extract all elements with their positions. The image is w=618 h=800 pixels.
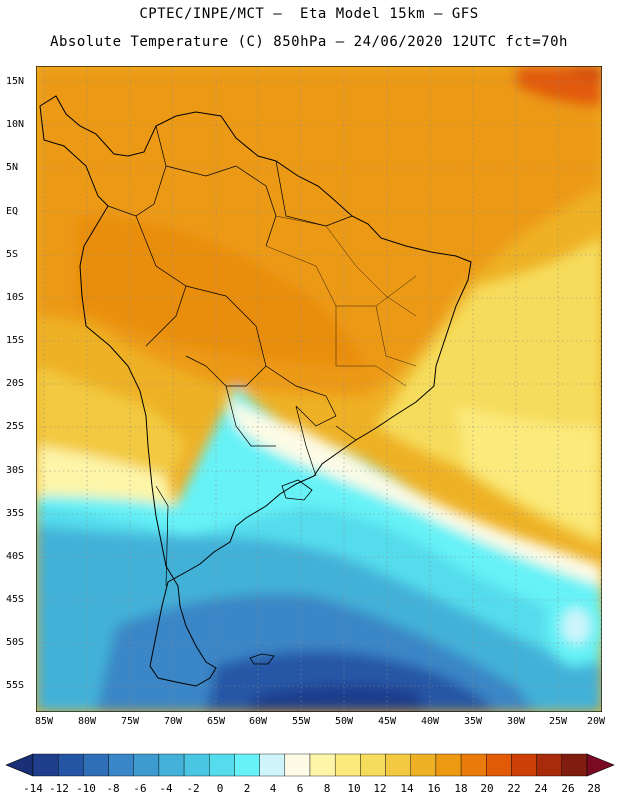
colorbar-cell (334, 753, 361, 777)
lat-label-55s: 55S (6, 680, 25, 691)
lon-label-60w: 60W (248, 716, 268, 727)
field-hot-small (556, 66, 602, 80)
colorbar-label: -4 (159, 782, 173, 795)
lat-label-30s: 30S (6, 465, 25, 476)
temperature-map (36, 66, 602, 712)
colorbar-cell (209, 753, 235, 777)
colorbar-label: -12 (49, 782, 69, 795)
country-borders (107, 125, 357, 587)
colorbar-label: 28 (587, 782, 601, 795)
field-pale-east (456, 406, 602, 536)
colorbar-cell (385, 753, 411, 777)
lat-label-25s: 25S (6, 421, 25, 432)
lon-label-40w: 40W (420, 716, 440, 727)
colorbar-label: 22 (507, 782, 521, 795)
lat-label-20s: 20S (6, 378, 25, 389)
lat-label-50s: 50S (6, 637, 25, 648)
colorbar-cell (158, 753, 185, 777)
colorbar-label: 6 (296, 782, 304, 795)
lon-label-80w: 80W (77, 716, 97, 727)
colorbar-cell (32, 753, 59, 777)
colorbar-cell (183, 753, 210, 777)
lon-label-65w: 65W (206, 716, 226, 727)
lon-label-85w: 85W (34, 716, 54, 727)
colorbar-label: 10 (347, 782, 361, 795)
colorbar-label: 2 (243, 782, 251, 795)
lon-label-55w: 55W (291, 716, 311, 727)
lon-label-20w: 20W (586, 716, 606, 727)
colorbar-cell (284, 753, 311, 777)
colorbar-under-arrow (5, 753, 34, 777)
lat-label-45s: 45S (6, 594, 25, 605)
lat-label-5n: 5N (6, 162, 19, 173)
chart-title-line1: CPTEC/INPE/MCT – Eta Model 15km – GFS (139, 6, 479, 22)
colorbar-cell (57, 753, 84, 777)
colorbar-cell (435, 753, 462, 777)
lon-label-75w: 75W (120, 716, 140, 727)
colorbar-cell (108, 753, 134, 777)
colorbar (5, 753, 615, 777)
lat-label-35s: 35S (6, 508, 25, 519)
colorbar-label: 20 (480, 782, 494, 795)
lon-label-70w: 70W (163, 716, 183, 727)
colorbar-label: 12 (373, 782, 387, 795)
colorbar-cell (259, 753, 286, 777)
chart-title-line2: Absolute Temperature (C) 850hPa – 24/06/… (50, 34, 568, 50)
uruguay-outline (281, 479, 313, 501)
falkland-islands (249, 653, 275, 665)
lat-label-15s: 15S (6, 335, 25, 346)
field-orange-band (76, 216, 366, 366)
lat-label-10n: 10N (6, 119, 25, 130)
lon-label-45w: 45W (377, 716, 397, 727)
colorbar-cell (460, 753, 487, 777)
colorbar-cell (133, 753, 160, 777)
colorbar-label: -2 (186, 782, 200, 795)
lat-label-15n: 15N (6, 76, 25, 87)
brazil-state-borders (265, 215, 417, 387)
colorbar-cell (360, 753, 386, 777)
lon-label-50w: 50W (334, 716, 354, 727)
colorbar-label: 26 (561, 782, 575, 795)
lat-label-eq: EQ (6, 206, 19, 217)
colorbar-label: -14 (23, 782, 43, 795)
field-pale-west (36, 446, 176, 506)
lat-label-40s: 40S (6, 551, 25, 562)
colorbar-over-arrow (586, 753, 615, 777)
colorbar-cell (486, 753, 512, 777)
field-hot-corner (516, 66, 602, 106)
colorbar-cell (561, 753, 588, 777)
colorbar-cell (410, 753, 437, 777)
colorbar-label: 24 (534, 782, 548, 795)
lon-label-25w: 25W (548, 716, 568, 727)
lat-label-5s: 5S (6, 249, 19, 260)
colorbar-cells (32, 753, 588, 777)
colorbar-cell (309, 753, 336, 777)
colorbar-label: -10 (76, 782, 96, 795)
field-warm-eddy-core (562, 608, 590, 644)
field-front-white (226, 396, 602, 586)
colorbar-cell (234, 753, 260, 777)
lon-label-30w: 30W (506, 716, 526, 727)
lat-label-10s: 10S (6, 292, 25, 303)
colorbar-label: 14 (400, 782, 414, 795)
lon-label-35w: 35W (463, 716, 483, 727)
colorbar-label: -6 (133, 782, 147, 795)
colorbar-label: 4 (269, 782, 277, 795)
colorbar-label: 0 (216, 782, 224, 795)
colorbar-cell (511, 753, 537, 777)
colorbar-label: 18 (454, 782, 468, 795)
field-deepblue (246, 684, 426, 712)
colorbar-label: 8 (323, 782, 331, 795)
colorbar-label: 16 (427, 782, 441, 795)
south-america-coastline (39, 95, 472, 687)
colorbar-cell (536, 753, 563, 777)
colorbar-label: -8 (106, 782, 120, 795)
colorbar-cell (83, 753, 109, 777)
